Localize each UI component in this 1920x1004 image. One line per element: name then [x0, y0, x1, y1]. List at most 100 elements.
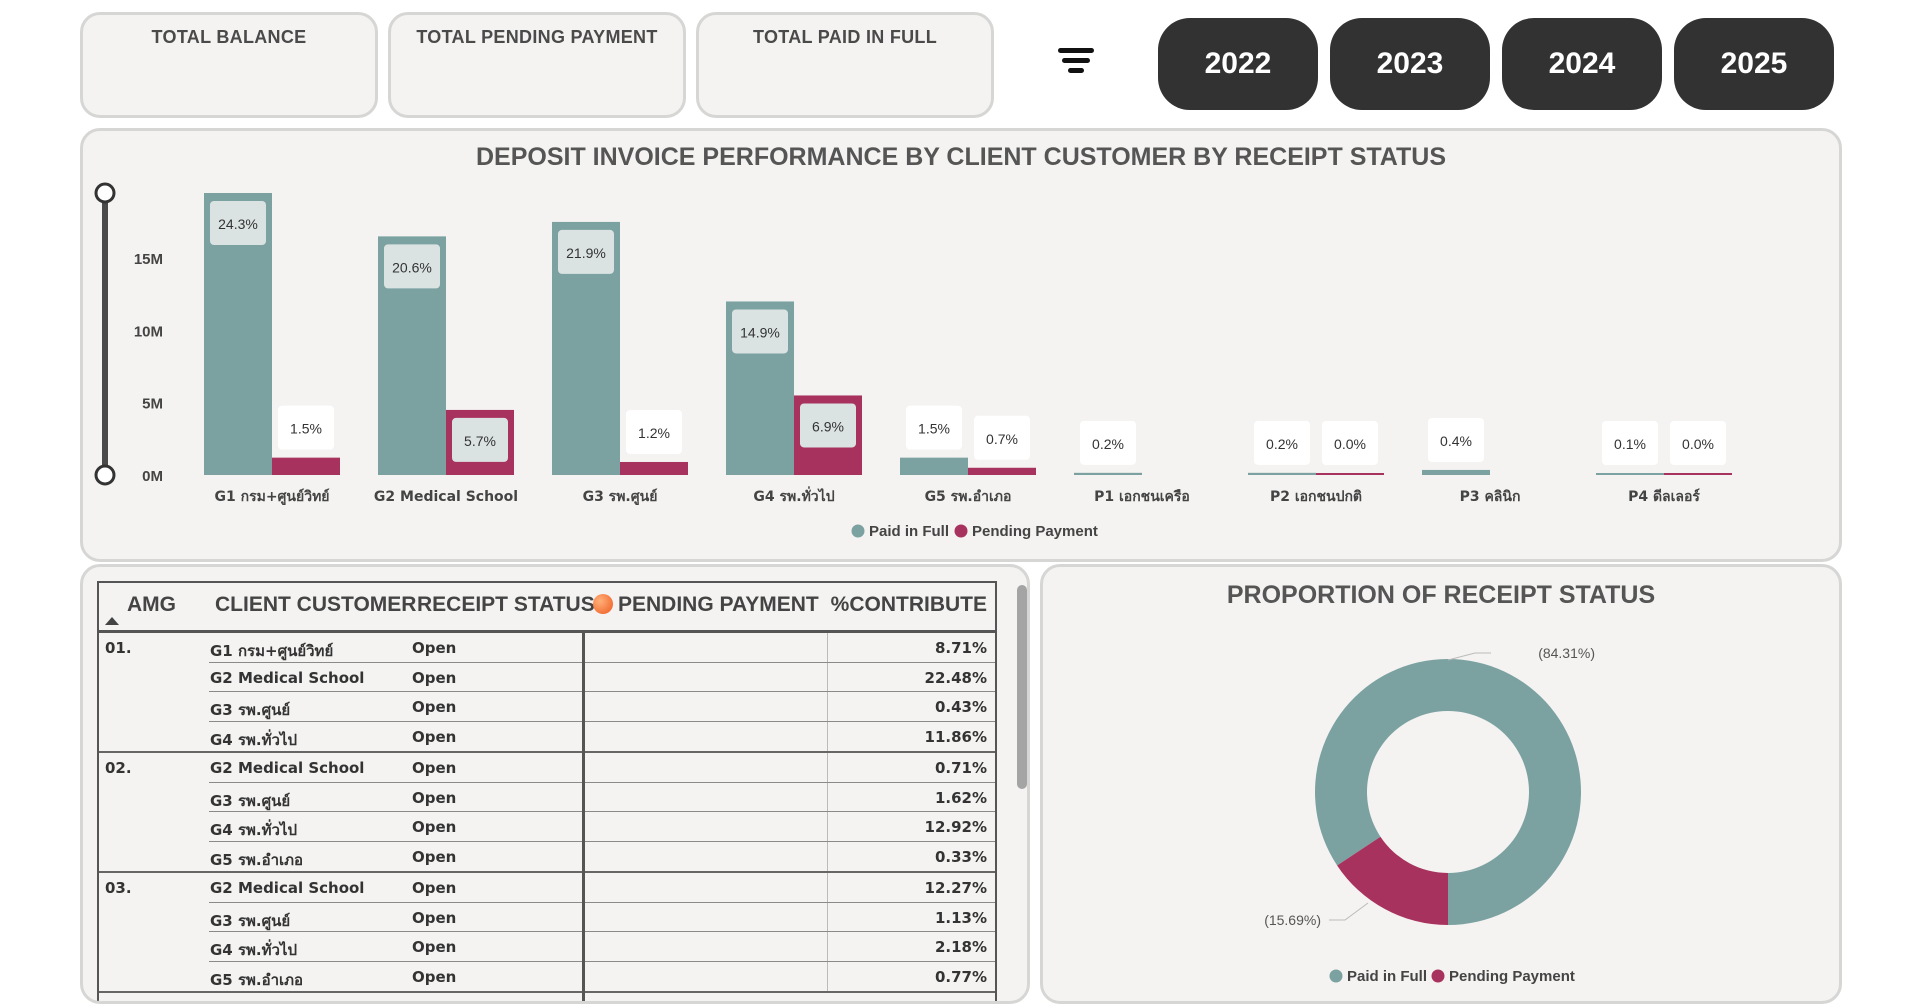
- amg-label: 01.: [105, 639, 132, 657]
- table-row[interactable]: G5 รพ.อำเภอ Open 0.77%: [209, 961, 995, 991]
- amg-label: 03.: [105, 879, 132, 897]
- table-row[interactable]: G4 รพ.ทั่วไป Open 2.18%: [209, 932, 995, 962]
- bar-chart-title: DEPOSIT INVOICE PERFORMANCE BY CLIENT CU…: [475, 143, 1446, 171]
- cell-divider: [827, 873, 828, 902]
- leader-line: [1329, 902, 1369, 921]
- data-label-background: [1080, 420, 1136, 465]
- table-row[interactable]: G5 รพ.อำเภอ Open 0.33%: [209, 841, 995, 871]
- category-label: P1 เอกชนเครือ: [1094, 489, 1190, 505]
- receipt-status-cell: Open: [412, 938, 457, 956]
- legend-swatch: [954, 524, 968, 538]
- slice-label: (15.69%): [1264, 912, 1321, 928]
- pending-payment-table: AMG CLIENT CUSTOMER RECEIPT STATUS PENDI…: [97, 581, 997, 1001]
- kpi-total-pending-payment: TOTAL PENDING PAYMENT: [388, 12, 686, 118]
- bar-chart: 0M 5M 10M 15M 24.3% 1.5% G1 กรม+ศูนย์วิทย์ 20.6…: [94, 182, 1732, 540]
- column-divider: [582, 633, 585, 1001]
- cell-divider: [827, 932, 828, 961]
- data-label-background: [1322, 421, 1378, 465]
- receipt-status-cell: Open: [412, 727, 457, 746]
- cell-divider: [827, 721, 828, 751]
- cell-divider: [827, 782, 828, 811]
- client-customer-cell: G3 รพ.ศูนย์: [210, 911, 291, 930]
- header-receipt-status[interactable]: RECEIPT STATUS: [417, 593, 595, 616]
- bar-paid: [1074, 472, 1142, 475]
- table-scrollbar[interactable]: [1017, 585, 1027, 1001]
- data-label: 0.0%: [1334, 436, 1366, 452]
- data-label-background: [1254, 420, 1310, 465]
- donut-chart: (84.31%) (15.69%) Paid in Full Pending Paym…: [1264, 645, 1595, 985]
- data-label-background: [626, 409, 682, 454]
- data-label: 20.6%: [392, 259, 432, 275]
- table-row[interactable]: G4 รพ.ทั่วไป Open 12.92%: [209, 812, 995, 842]
- sort-ascending-icon[interactable]: [105, 617, 119, 625]
- kpi-title: TOTAL PAID IN FULL: [752, 27, 938, 47]
- contribute-cell: 12.27%: [924, 879, 987, 897]
- table-row[interactable]: G2 Medical School Open 22.48%: [209, 662, 995, 692]
- data-label-background: [906, 405, 962, 450]
- donut-slice-pending: [1337, 836, 1448, 925]
- kpi-total-paid-in-full: TOTAL PAID IN FULL: [696, 12, 994, 118]
- data-label-background: [732, 309, 788, 354]
- bar-paid: [1596, 473, 1664, 475]
- receipt-status-cell: Open: [412, 668, 457, 687]
- contribute-cell: 8.71%: [934, 639, 987, 657]
- cell-divider: [827, 812, 828, 841]
- receipt-status-cell: Open: [412, 847, 457, 866]
- filter-icon[interactable]: [1058, 48, 1094, 82]
- receipt-status-cell: Open: [412, 639, 457, 657]
- table-row[interactable]: G1 กรม+ศูนย์วิทย์ Open 8.71%: [209, 633, 995, 663]
- header-amg[interactable]: AMG: [127, 593, 176, 616]
- table-row[interactable]: G3 รพ.ศูนย์ Open 0.43%: [209, 692, 995, 722]
- bar-pending: [1664, 473, 1732, 475]
- client-customer-cell: G5 รพ.อำเภอ: [210, 850, 304, 869]
- header-client-customer[interactable]: CLIENT CUSTOMER: [215, 593, 417, 616]
- contribute-cell: 1.62%: [934, 788, 987, 807]
- year-button-2024[interactable]: 2024: [1502, 18, 1662, 110]
- table-row[interactable]: G2 Medical School Open 0.71%: [209, 753, 995, 783]
- legend-swatch: [1431, 969, 1445, 983]
- legend-swatch: [1329, 969, 1343, 983]
- scrollbar-thumb[interactable]: [1017, 585, 1027, 789]
- receipt-status-cell: Open: [412, 967, 457, 986]
- client-customer-cell: G1 กรม+ศูนย์วิทย์: [210, 642, 334, 660]
- category-label: G3 รพ.ศูนย์: [583, 488, 658, 505]
- client-customer-cell: G2 Medical School: [210, 879, 365, 897]
- range-slider-handle[interactable]: [94, 182, 116, 204]
- table-row[interactable]: G3 รพ.ศูนย์ Open 1.62%: [209, 782, 995, 812]
- client-customer-cell: G2 Medical School: [210, 759, 365, 777]
- year-button-2023[interactable]: 2023: [1330, 18, 1490, 110]
- table-row[interactable]: G3 รพ.ศูนย์ Open 1.13%: [209, 902, 995, 932]
- data-label: 6.9%: [812, 418, 844, 434]
- category-label: G1 กรม+ศูนย์วิทย์: [214, 488, 329, 505]
- legend-label: Paid in Full: [869, 523, 949, 540]
- contribute-cell: 0.77%: [934, 967, 987, 986]
- table-row[interactable]: G4 รพ.ทั่วไป Open 11.86%: [209, 721, 995, 751]
- table-row[interactable]: G2 Medical School Open 12.27%: [209, 873, 995, 903]
- data-label-background: [1602, 421, 1658, 465]
- data-label: 0.0%: [1682, 436, 1714, 452]
- data-label: 0.2%: [1266, 436, 1298, 452]
- header-contribute[interactable]: %CONTRIBUTE: [830, 593, 987, 616]
- kpi-title: TOTAL PENDING PAYMENT: [416, 27, 658, 47]
- data-label: 0.2%: [1092, 436, 1124, 452]
- data-label: 14.9%: [740, 324, 780, 340]
- contribute-cell: 0.33%: [934, 847, 987, 866]
- receipt-status-cell: Open: [412, 879, 457, 897]
- data-label-background: [1428, 417, 1484, 462]
- bar-paid: [1422, 469, 1490, 475]
- data-label-background: [1670, 421, 1726, 465]
- client-customer-cell: G2 Medical School: [210, 668, 365, 687]
- donut-chart-title: PROPORTION OF RECEIPT STATUS: [1226, 581, 1656, 609]
- year-button-2025[interactable]: 2025: [1674, 18, 1834, 110]
- donut-chart-legend: Paid in Full Pending Payment: [1329, 968, 1575, 985]
- year-button-2022[interactable]: 2022: [1158, 18, 1318, 110]
- contribute-cell: 11.86%: [924, 727, 987, 746]
- donut-slice-paid: [1315, 659, 1581, 925]
- range-slider-handle[interactable]: [94, 464, 116, 486]
- bar-paid: [1248, 472, 1316, 475]
- y-tick-label: 10M: [134, 323, 163, 340]
- bar-chart-card: DEPOSIT INVOICE PERFORMANCE BY CLIENT CU…: [80, 128, 1842, 562]
- data-label: 0.7%: [986, 431, 1018, 447]
- header-pending-payment[interactable]: PENDING PAYMENT: [593, 593, 819, 617]
- data-label: 24.3%: [218, 216, 258, 232]
